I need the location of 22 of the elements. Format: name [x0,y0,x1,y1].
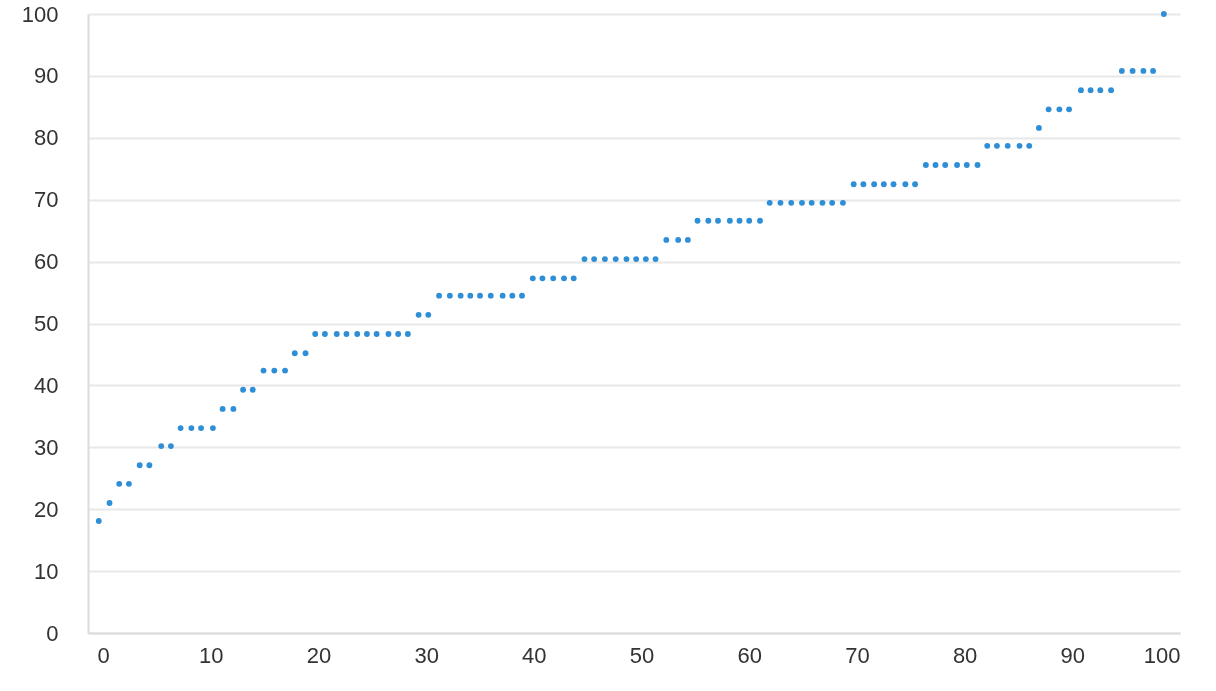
x-tick-label: 70 [845,642,870,668]
y-tick-label: 100 [21,1,59,27]
y-tick-label: 30 [34,434,59,460]
y-tick-label: 50 [34,311,59,336]
y-tick-label: 10 [34,558,59,584]
y-tick-label: 20 [34,496,59,522]
x-tick-label: 60 [737,642,762,668]
y-tick-label: 0 [46,620,59,646]
y-tick-label: 80 [34,125,59,151]
y-tick-label: 90 [34,63,59,89]
x-tick-label: 30 [414,642,439,668]
x-tick-label: 10 [199,642,224,668]
x-tick-label: 50 [629,642,655,668]
y-tick-label: 60 [34,249,59,275]
x-tick-label: 100 [1143,642,1181,668]
x-tick-label: 20 [306,642,332,668]
x-tick-label: 80 [952,642,978,668]
x-tick-label: 90 [1060,642,1086,668]
y-tick-label: 40 [34,372,59,398]
y-tick-label: 70 [34,187,59,213]
x-tick-label: 40 [522,642,547,668]
x-tick-label: 0 [97,642,110,668]
